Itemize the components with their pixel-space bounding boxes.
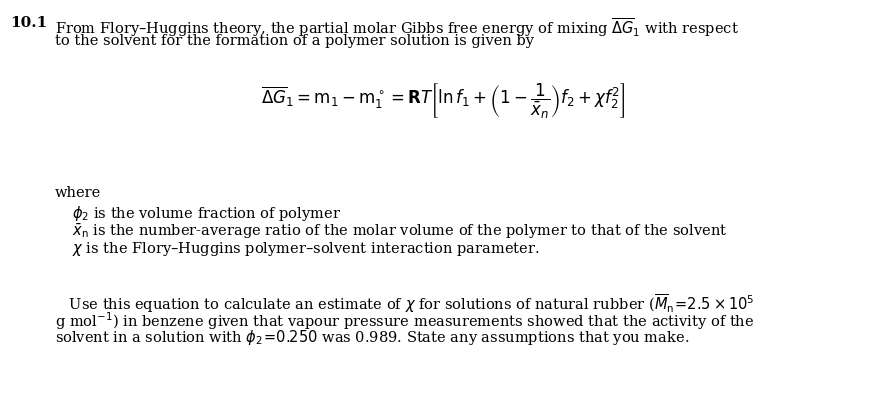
Text: $\overline{\Delta G}_1 = \mathrm{m}_1 - \mathrm{m}_1^\circ = \mathbf{R}\mathit{T: $\overline{\Delta G}_1 = \mathrm{m}_1 - … xyxy=(260,80,626,119)
Text: $\phi_2$ is the volume fraction of polymer: $\phi_2$ is the volume fraction of polym… xyxy=(72,204,341,223)
Text: g mol$^{-1}$) in benzene given that vapour pressure measurements showed that the: g mol$^{-1}$) in benzene given that vapo… xyxy=(55,309,754,331)
Text: From Flory–Huggins theory, the partial molar Gibbs free energy of mixing $\overl: From Flory–Huggins theory, the partial m… xyxy=(55,16,739,38)
Text: to the solvent for the formation of a polymer solution is given by: to the solvent for the formation of a po… xyxy=(55,34,534,48)
Text: where: where xyxy=(55,185,101,199)
Text: $\chi$ is the Flory–Huggins polymer–solvent interaction parameter.: $\chi$ is the Flory–Huggins polymer–solv… xyxy=(72,240,540,257)
Text: 10.1: 10.1 xyxy=(10,16,47,30)
Text: Use this equation to calculate an estimate of $\chi$ for solutions of natural ru: Use this equation to calculate an estima… xyxy=(55,291,755,314)
Text: $\bar{x}_\mathrm{n}$ is the number-average ratio of the molar volume of the poly: $\bar{x}_\mathrm{n}$ is the number-avera… xyxy=(72,221,727,240)
Text: solvent in a solution with $\phi_2\!=\!0.250$ was 0.989. State any assumptions t: solvent in a solution with $\phi_2\!=\!0… xyxy=(55,327,689,346)
